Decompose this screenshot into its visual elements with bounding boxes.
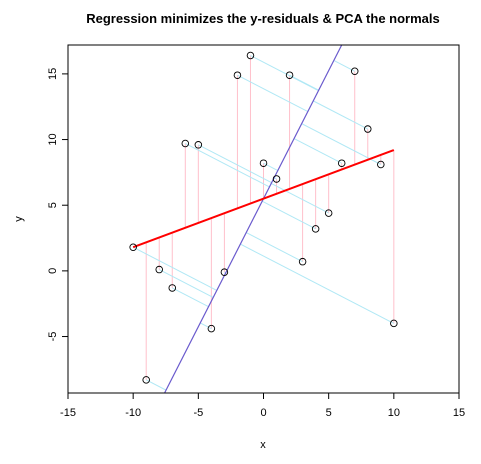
normal-residual-segment bbox=[198, 144, 272, 184]
normal-residual-segment bbox=[200, 322, 212, 330]
chart-title: Regression minimizes the y-residuals & P… bbox=[86, 11, 440, 26]
data-point bbox=[324, 209, 333, 217]
data-point bbox=[129, 243, 137, 251]
y-tick-label: 15 bbox=[47, 68, 59, 80]
data-point bbox=[390, 319, 398, 328]
data-point bbox=[194, 141, 203, 149]
regression-line bbox=[132, 149, 395, 249]
data-point bbox=[377, 160, 385, 169]
normal-residual-segment bbox=[172, 287, 209, 308]
normal-residual-segment bbox=[159, 269, 214, 298]
data-point bbox=[155, 265, 163, 274]
data-point bbox=[246, 51, 255, 60]
x-tick-label: 0 bbox=[260, 407, 266, 419]
normal-residuals-layer bbox=[132, 55, 395, 391]
x-tick-label: 10 bbox=[388, 407, 400, 419]
normal-residual-segment bbox=[313, 100, 368, 130]
data-point bbox=[233, 71, 242, 79]
pca-line bbox=[164, 44, 343, 394]
y-axis-label: y bbox=[13, 216, 25, 222]
data-point bbox=[207, 324, 216, 333]
data-point bbox=[220, 268, 229, 276]
normal-residual-segment bbox=[240, 243, 395, 324]
y-tick-label: -5 bbox=[47, 332, 59, 342]
y-tick-label: 10 bbox=[47, 133, 59, 145]
x-tick-label: -5 bbox=[193, 407, 203, 419]
x-axis: -15 -10 -5 0 5 10 15 bbox=[60, 393, 465, 419]
y-tick-label: 0 bbox=[47, 268, 59, 274]
data-point bbox=[298, 257, 307, 266]
y-tick-label: 5 bbox=[47, 202, 59, 208]
plot-frame bbox=[67, 44, 460, 394]
x-tick-label: 5 bbox=[326, 407, 332, 419]
normal-residual-segment bbox=[301, 123, 382, 165]
y-axis: -5 0 5 10 15 bbox=[47, 68, 68, 342]
data-point bbox=[272, 175, 281, 183]
normal-residual-segment bbox=[132, 246, 218, 291]
data-point bbox=[181, 139, 190, 148]
data-point bbox=[350, 67, 359, 76]
data-point bbox=[259, 159, 268, 167]
normal-residual-segment bbox=[271, 182, 329, 214]
normal-residual-segment bbox=[246, 232, 303, 263]
x-axis-label: x bbox=[260, 439, 266, 451]
data-point bbox=[142, 376, 150, 384]
x-tick-label: 15 bbox=[453, 407, 465, 419]
fit-lines-layer bbox=[132, 44, 395, 394]
normal-residual-segment bbox=[333, 60, 355, 72]
normal-residual-segment bbox=[261, 200, 316, 230]
x-tick-label: -15 bbox=[60, 407, 76, 419]
normal-residual-segment bbox=[289, 74, 319, 91]
normal-residual-segment bbox=[263, 162, 279, 172]
normal-residual-segment bbox=[185, 143, 270, 188]
x-tick-label: -10 bbox=[125, 407, 141, 419]
data-point bbox=[168, 284, 177, 292]
data-point bbox=[337, 159, 346, 167]
y-residuals-layer bbox=[145, 55, 395, 380]
normal-residual-segment bbox=[237, 74, 309, 113]
data-point bbox=[285, 71, 294, 79]
data-point bbox=[364, 125, 372, 133]
data-point bbox=[311, 225, 320, 233]
points-layer bbox=[129, 51, 398, 384]
normal-residual-segment bbox=[293, 138, 342, 164]
